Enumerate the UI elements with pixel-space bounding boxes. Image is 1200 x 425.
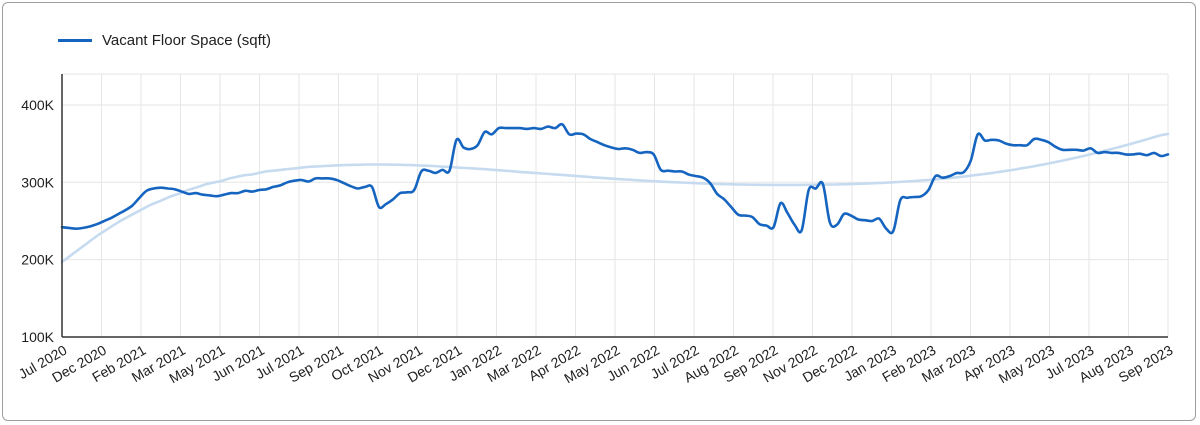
legend: Vacant Floor Space (sqft) [58, 32, 271, 49]
legend-label: Vacant Floor Space (sqft) [102, 32, 271, 49]
axes [61, 74, 1168, 338]
y-tick-label: 100K [21, 329, 54, 345]
grid [61, 73, 1169, 338]
y-axis-ticks: 100K 200K 300K 400K [21, 97, 54, 345]
series-lines [60, 122, 1170, 264]
legend-swatch [58, 39, 92, 42]
y-tick-label: 300K [21, 174, 54, 190]
y-tick-label: 200K [21, 252, 54, 268]
series-line-vacant-floor-space [60, 122, 1170, 235]
series-line-trend [60, 132, 1170, 264]
y-tick-label: 400K [21, 97, 54, 113]
